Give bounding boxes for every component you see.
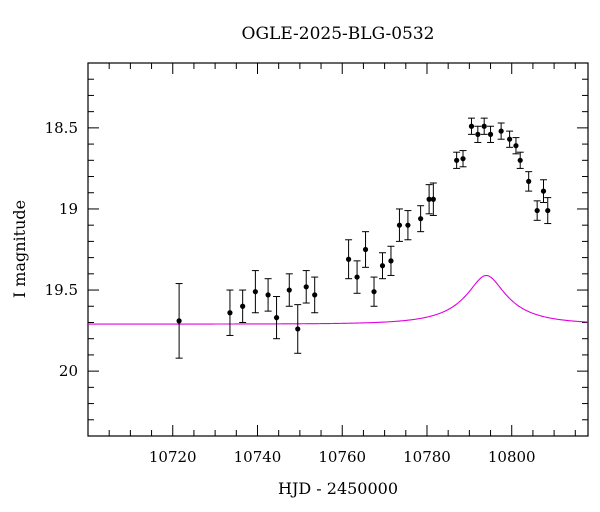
data-point [453, 151, 461, 169]
data-point [540, 179, 548, 203]
data-point [285, 273, 293, 307]
data-point-marker [265, 292, 271, 298]
data-point-marker [430, 196, 436, 202]
data-point [302, 270, 310, 304]
data-point [226, 289, 234, 336]
data-point-marker [426, 196, 432, 202]
chart-title: OGLE-2025-BLG-0532 [242, 24, 435, 44]
data-point [311, 276, 319, 314]
data-point-marker [498, 128, 504, 134]
data-point-marker [460, 156, 466, 162]
y-tick-labels: 18.5 19 19.5 20 [45, 119, 78, 380]
x-tick-label: 10720 [149, 448, 197, 466]
x-tick-label: 10760 [318, 448, 366, 466]
data-point [273, 296, 281, 340]
data-point-marker [526, 178, 532, 184]
data-point [345, 239, 353, 280]
data-point-marker [379, 263, 386, 269]
data-point-marker [240, 303, 246, 309]
data-point [544, 197, 552, 225]
data-point [516, 151, 524, 169]
data-point [474, 125, 482, 143]
x-tick-labels: 10720 10740 10760 10780 10800 [149, 448, 536, 466]
data-point [264, 278, 272, 312]
data-point [467, 117, 475, 135]
data-point-marker [345, 256, 352, 262]
data-point-marker [475, 131, 481, 137]
data-point-marker [312, 292, 318, 298]
data-point [378, 252, 386, 280]
data-points-layer [175, 117, 552, 359]
data-point-marker [396, 222, 403, 228]
data-point [480, 117, 488, 135]
data-point-marker [371, 289, 377, 295]
data-point-marker [295, 326, 301, 332]
data-point-marker [362, 246, 369, 253]
y-tick-label: 19 [59, 200, 78, 218]
data-point [387, 245, 395, 276]
model-curve-layer [88, 274, 589, 325]
data-point [506, 130, 514, 148]
data-point-marker [454, 157, 460, 163]
data-point-marker [176, 318, 182, 324]
data-point-marker [273, 315, 280, 321]
data-point [175, 283, 183, 359]
data-point-marker [513, 143, 519, 149]
data-point [353, 260, 361, 294]
y-tick-label: 20 [59, 362, 78, 380]
data-point-marker [507, 136, 513, 142]
x-axis-label: HJD - 2450000 [278, 479, 398, 498]
x-tick-label: 10740 [234, 448, 282, 466]
data-point-marker [468, 123, 475, 129]
data-point [239, 289, 247, 323]
data-point [525, 171, 533, 192]
plot-frame [87, 62, 589, 437]
data-point [429, 182, 437, 216]
data-point-marker [481, 123, 487, 129]
data-point-marker [534, 207, 540, 214]
data-point [417, 205, 425, 233]
model-curve [88, 274, 589, 325]
data-point-marker [286, 287, 292, 293]
data-point-marker [354, 274, 360, 280]
data-point [425, 184, 433, 215]
data-point [497, 122, 505, 140]
data-point-marker [227, 310, 233, 316]
data-point-marker [303, 284, 309, 290]
data-point-marker [418, 216, 424, 222]
data-point [251, 270, 259, 314]
major-ticks [88, 63, 588, 436]
data-point [512, 137, 520, 155]
data-point-marker [252, 289, 258, 295]
data-point-marker [388, 258, 394, 264]
x-tick-label: 10800 [488, 448, 536, 466]
data-point-marker [517, 157, 523, 163]
data-point [395, 208, 403, 242]
y-tick-label: 19.5 [45, 281, 78, 299]
data-point [533, 200, 541, 221]
data-point-marker [545, 207, 551, 214]
data-point [362, 231, 370, 268]
data-point-marker [540, 188, 547, 194]
data-point [459, 150, 467, 168]
data-point-marker [405, 222, 411, 228]
data-point-marker [487, 131, 494, 137]
y-tick-label: 18.5 [45, 119, 78, 137]
data-point [404, 210, 412, 241]
data-point [370, 276, 378, 307]
data-point [487, 125, 495, 143]
minor-ticks [88, 62, 588, 437]
data-point [294, 304, 302, 354]
y-axis-label: I magnitude [10, 200, 29, 298]
x-tick-label: 10780 [403, 448, 451, 466]
